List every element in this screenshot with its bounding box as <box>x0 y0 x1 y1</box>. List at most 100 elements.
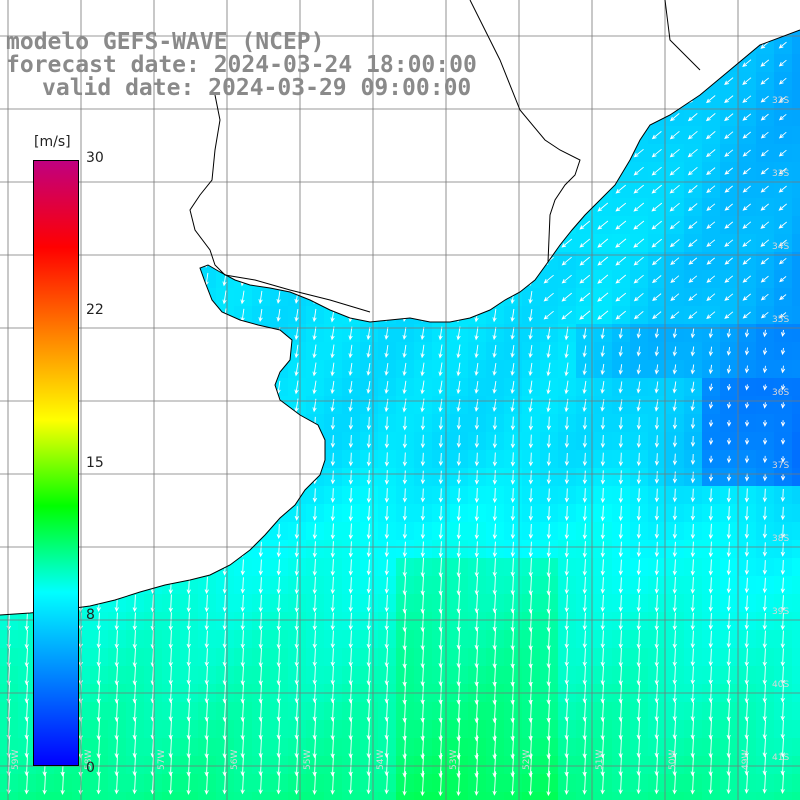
wind-speed-cell <box>630 252 649 271</box>
wind-vector-arrow <box>330 326 335 341</box>
wind-speed-cell <box>108 144 127 163</box>
wind-vector-arrow <box>742 41 752 49</box>
wind-speed-cell <box>90 630 109 649</box>
wind-speed-cell <box>144 504 163 523</box>
wind-speed-cell <box>756 414 775 433</box>
wind-vector-arrow <box>240 363 245 376</box>
wind-speed-cell <box>144 540 163 559</box>
wind-vector-arrow <box>474 236 479 251</box>
wind-vector-arrow <box>186 506 191 521</box>
wind-vector-arrow <box>510 558 515 577</box>
wind-vector-arrow <box>402 470 407 485</box>
wind-speed-cell <box>522 396 541 415</box>
wind-vector-arrow <box>744 542 749 557</box>
wind-vector-arrow <box>582 630 587 649</box>
wind-vector-arrow <box>688 203 698 212</box>
wind-speed-cell <box>360 576 379 595</box>
wind-vector-arrow <box>579 220 591 230</box>
wind-vector-arrow <box>670 311 680 319</box>
wind-vector-arrow <box>222 470 227 485</box>
wind-vector-arrow <box>205 3 209 15</box>
wind-speed-cell <box>720 288 739 307</box>
wind-speed-cell <box>306 306 325 325</box>
wind-speed-cell <box>432 180 451 199</box>
wind-vector-arrow <box>276 164 281 179</box>
wind-vector-arrow <box>204 612 209 631</box>
wind-speed-cell <box>144 270 163 289</box>
wind-vector-arrow <box>222 594 227 613</box>
wind-vector-arrow <box>114 147 119 160</box>
wind-speed-cell <box>756 756 775 775</box>
wind-vector-arrow <box>669 239 680 248</box>
wind-vector-arrow <box>222 434 227 449</box>
wind-speed-cell <box>306 504 325 523</box>
wind-vector-arrow <box>312 218 317 233</box>
wind-vector-arrow <box>420 593 425 614</box>
wind-speed-cell <box>252 432 271 451</box>
wind-speed-cell <box>558 414 577 433</box>
wind-speed-cell <box>306 720 325 739</box>
wind-speed-cell <box>792 342 800 361</box>
wind-speed-cell <box>486 90 505 109</box>
wind-speed-cell <box>648 198 667 217</box>
wind-vector-arrow <box>726 577 731 594</box>
wind-speed-cell <box>540 324 559 343</box>
wind-vector-arrow <box>780 524 785 539</box>
wind-vector-arrow <box>561 184 573 194</box>
wind-vector-arrow <box>724 293 734 301</box>
wind-vector-arrow <box>96 164 101 179</box>
wind-vector-arrow <box>726 613 731 630</box>
wind-speed-cell <box>270 306 289 325</box>
wind-speed-cell <box>306 594 325 613</box>
wind-speed-cell <box>756 450 775 469</box>
wind-speed-cell <box>252 594 271 613</box>
wind-speed-cell <box>702 360 721 379</box>
wind-vector-arrow <box>615 76 627 86</box>
wind-vector-arrow <box>762 560 767 575</box>
wind-speed-cell <box>504 540 523 559</box>
wind-speed-cell <box>486 72 505 91</box>
wind-vector-arrow <box>276 218 281 233</box>
wind-speed-cell <box>504 0 523 19</box>
wind-speed-cell <box>756 630 775 649</box>
wind-speed-cell <box>252 378 271 397</box>
wind-speed-cell <box>180 234 199 253</box>
wind-vector-arrow <box>761 6 769 12</box>
wind-vector-arrow <box>474 201 479 214</box>
longitude-label: 55W <box>303 750 313 770</box>
wind-speed-cell <box>234 180 253 199</box>
wind-vector-arrow <box>402 327 407 340</box>
wind-speed-cell <box>126 486 145 505</box>
wind-vector-arrow <box>438 452 443 467</box>
wind-vector-arrow <box>651 58 662 68</box>
wind-vector-arrow <box>402 362 407 377</box>
wind-speed-cell <box>684 36 703 55</box>
wind-vector-arrow <box>706 149 716 158</box>
wind-speed-cell <box>270 126 289 145</box>
wind-speed-cell <box>18 630 37 649</box>
wind-speed-cell <box>234 432 253 451</box>
wind-speed-cell <box>90 558 109 577</box>
wind-vector-arrow <box>259 3 262 16</box>
wind-speed-cell <box>666 486 685 505</box>
wind-speed-cell <box>702 522 721 541</box>
wind-speed-cell <box>684 396 703 415</box>
wind-vector-arrow <box>366 147 371 160</box>
wind-vector-arrow <box>618 577 623 594</box>
wind-vector-arrow <box>600 363 605 376</box>
wind-vector-arrow <box>654 772 659 795</box>
wind-vector-arrow <box>438 434 443 449</box>
wind-speed-cell <box>234 108 253 127</box>
wind-vector-arrow <box>742 30 752 31</box>
wind-vector-arrow <box>204 344 209 359</box>
wind-speed-cell <box>756 522 775 541</box>
wind-speed-cell <box>90 720 109 739</box>
wind-vector-arrow <box>636 506 641 521</box>
wind-speed-cell <box>252 702 271 721</box>
wind-speed-cell <box>144 396 163 415</box>
wind-speed-cell <box>396 486 415 505</box>
wind-vector-arrow <box>474 92 479 107</box>
wind-vector-arrow <box>438 128 443 143</box>
wind-vector-arrow <box>456 30 461 34</box>
wind-vector-arrow <box>456 470 461 485</box>
